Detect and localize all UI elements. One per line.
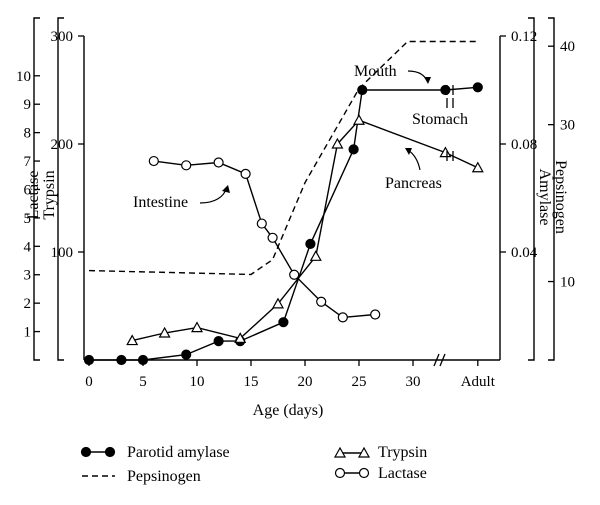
data-point-parotid-amylase (357, 84, 368, 96)
lactase-axis-title: Lactase (25, 171, 42, 220)
lactase-tick-label: 10 (16, 69, 31, 85)
amylase-tick-label: 0.08 (511, 137, 537, 153)
legend-item-lactase: Lactase (334, 465, 427, 482)
legend-item-parotid-amylase: Parotid amylase (80, 444, 230, 461)
legend-label-lactase: Lactase (378, 465, 427, 482)
data-point-trypsin (471, 161, 484, 173)
annotation-intestine-arrow (199, 188, 227, 204)
lactase-tick-label: 6 (24, 182, 32, 198)
lactase-tick-label: 3 (24, 268, 32, 284)
trypsin-tick-label: 300 (51, 29, 74, 45)
data-point-parotid-amylase (305, 238, 316, 249)
lactase-tick-label: 7 (24, 154, 32, 170)
legend-marker-triangle (357, 446, 371, 458)
data-point-trypsin (126, 334, 139, 346)
data-point-parotid-amylase (348, 144, 359, 155)
amylase-tick-label: 0.12 (511, 29, 537, 45)
annotation-mouth: Mouth (354, 63, 397, 80)
annotation-mouth-arrowhead (424, 77, 431, 84)
data-point-trypsin (439, 146, 452, 158)
data-point-trypsin (271, 297, 285, 309)
x-tick-label: 20 (298, 374, 313, 390)
annotation-stomach: Stomach (412, 111, 468, 128)
x-tick-label: 15 (244, 374, 259, 390)
trypsin-axis-title: Trypsin (41, 170, 58, 219)
data-point-trypsin (352, 114, 366, 125)
annotation-intestine: Intestine (133, 194, 188, 211)
x-tick-label: 10 (190, 374, 205, 390)
data-point-lactase (256, 218, 267, 229)
plot-frame (83, 36, 501, 361)
data-point-lactase (337, 312, 348, 323)
legend-marker-filled-circle (104, 446, 116, 458)
legend-label-pepsinogen: Pepsinogen (127, 468, 201, 485)
amylase-tick-label: 0.04 (511, 245, 538, 261)
x-tick-label: 5 (139, 374, 147, 390)
data-point-parotid-amylase (137, 354, 149, 366)
legend: Parotid amylase Pepsinogen Trypsin Lacta… (80, 444, 427, 485)
legend-marker-open-circle (358, 467, 370, 479)
x-tick-label: 0 (85, 374, 93, 390)
x-tick-label: Adult (461, 374, 496, 390)
legend-label-parotid-amylase: Parotid amylase (127, 444, 230, 461)
pepsinogen-tick-label: 10 (560, 275, 575, 291)
data-point-parotid-amylase (213, 336, 224, 347)
data-point-lactase (370, 309, 381, 320)
data-point-lactase (267, 232, 278, 243)
legend-item-trypsin: Trypsin (333, 444, 427, 461)
amylase-axis-bracket (528, 17, 535, 361)
lactase-tick-label: 8 (24, 126, 32, 142)
legend-marker-open-circle (334, 467, 346, 479)
data-point-trypsin (234, 332, 247, 343)
lactase-tick-label: 5 (24, 211, 32, 227)
data-point-trypsin (309, 250, 322, 261)
legend-label-trypsin: Trypsin (378, 444, 427, 461)
data-point-trypsin (190, 321, 204, 333)
pepsinogen-axis-title: Pepsinogen (552, 160, 569, 234)
legend-marker-filled-circle (80, 446, 92, 458)
annotation-pancreas-arrowhead (405, 148, 412, 155)
series-line-lactase (153, 160, 376, 319)
data-point-parotid-amylase (472, 82, 483, 93)
data-point-parotid-amylase (278, 317, 289, 328)
lactase-tick-label: 2 (24, 296, 32, 312)
series-line-pepsinogen (88, 40, 478, 276)
data-point-parotid-amylase (181, 349, 192, 360)
data-point-lactase (181, 160, 192, 171)
data-point-lactase (213, 157, 224, 168)
x-axis-break (433, 353, 446, 367)
annotation-pancreas: Pancreas (385, 175, 442, 192)
pepsinogen-tick-label: 40 (560, 39, 575, 55)
data-point-lactase (316, 296, 327, 307)
data-point-trypsin (158, 326, 171, 338)
annotation-intestine-arrowhead (222, 185, 230, 193)
lactase-tick-label: 1 (24, 325, 32, 341)
series-line-trypsin (132, 119, 479, 342)
x-axis-title: Age (days) (253, 402, 324, 419)
pepsinogen-axis-bracket (548, 17, 555, 361)
data-point-parotid-amylase (83, 354, 95, 366)
data-point-parotid-amylase (440, 84, 451, 96)
legend-marker-triangle (333, 446, 347, 458)
annotation-mouth-arrow (407, 70, 429, 83)
pepsinogen-tick-label: 30 (560, 118, 575, 134)
amylase-axis-title: Amylase (536, 169, 553, 226)
data-point-parotid-amylase (116, 354, 127, 366)
trypsin-axis-bracket (57, 17, 64, 361)
lactase-tick-label: 9 (24, 97, 32, 113)
data-point-lactase (148, 155, 159, 167)
line-break-markers (446, 85, 454, 161)
data-point-lactase (240, 168, 251, 179)
trypsin-tick-label: 100 (51, 245, 74, 261)
data-point-trypsin (331, 137, 344, 149)
trypsin-tick-label: 200 (51, 137, 74, 153)
legend-item-pepsinogen: Pepsinogen (82, 468, 201, 485)
lactase-tick-label: 4 (24, 239, 32, 255)
x-tick-label: 25 (352, 374, 367, 390)
x-tick-label: 30 (406, 374, 421, 390)
data-point-lactase (289, 269, 300, 280)
